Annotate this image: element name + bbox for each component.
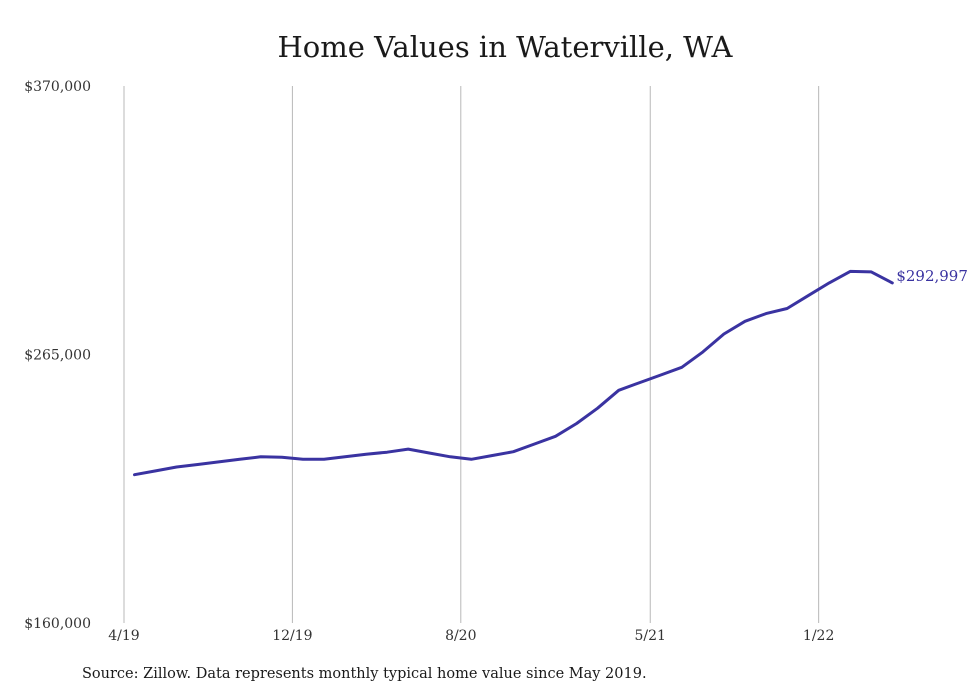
x-tick-label: 5/21 [635,628,666,644]
y-tick-label: $160,000 [24,616,91,632]
chart-title: Home Values in Waterville, WA [277,30,733,64]
y-tick-label: $265,000 [24,348,91,364]
end-value-label: $292,997 [896,267,968,285]
x-tick-label: 4/19 [108,628,139,644]
x-tick-label: 1/22 [803,628,834,644]
y-tick-label: $370,000 [24,79,91,95]
x-tick-label: 12/19 [272,628,312,644]
x-tick-label: 8/20 [445,628,476,644]
series-line [133,269,894,477]
source-note: Source: Zillow. Data represents monthly … [82,666,647,682]
